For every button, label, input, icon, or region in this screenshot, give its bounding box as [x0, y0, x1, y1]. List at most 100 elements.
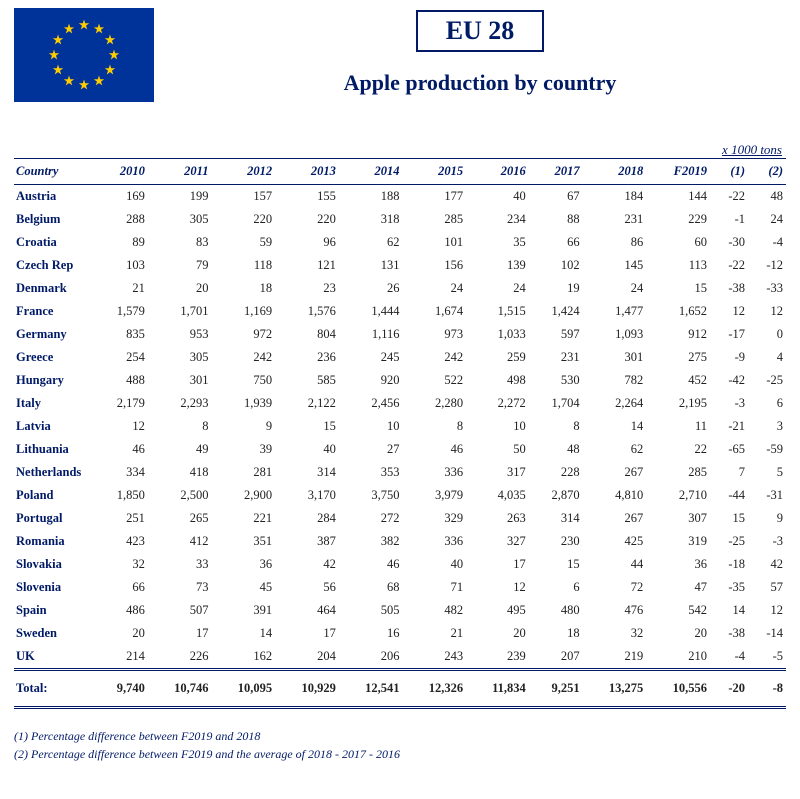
value-cell: 1,652 [646, 300, 710, 323]
value-cell: 24 [466, 277, 529, 300]
value-cell: 12 [710, 300, 748, 323]
value-cell: 301 [583, 346, 647, 369]
country-cell: Belgium [14, 208, 94, 231]
value-cell: 272 [339, 507, 403, 530]
value-cell: 7 [710, 461, 748, 484]
total-value: 9,740 [94, 670, 148, 708]
value-cell: 71 [403, 576, 467, 599]
value-cell: 12 [94, 415, 148, 438]
value-cell: 21 [94, 277, 148, 300]
value-cell: 425 [583, 530, 647, 553]
value-cell: 486 [94, 599, 148, 622]
value-cell: 2,195 [646, 392, 710, 415]
total-value: 10,746 [148, 670, 212, 708]
value-cell: 2,293 [148, 392, 212, 415]
value-cell: 585 [275, 369, 339, 392]
value-cell: 1,701 [148, 300, 212, 323]
value-cell: 2,900 [211, 484, 275, 507]
country-cell: Slovenia [14, 576, 94, 599]
value-cell: 314 [529, 507, 583, 530]
country-cell: Lithuania [14, 438, 94, 461]
value-cell: 45 [211, 576, 275, 599]
value-cell: 96 [275, 231, 339, 254]
table-row: Germany8359539728041,1169731,0335971,093… [14, 323, 786, 346]
value-cell: 162 [211, 645, 275, 670]
value-cell: 103 [94, 254, 148, 277]
country-cell: Portugal [14, 507, 94, 530]
value-cell: 32 [583, 622, 647, 645]
country-cell: UK [14, 645, 94, 670]
table-row: Poland1,8502,5002,9003,1703,7503,9794,03… [14, 484, 786, 507]
total-value: -8 [748, 670, 786, 708]
value-cell: 351 [211, 530, 275, 553]
total-label: Total: [14, 670, 94, 708]
value-cell: 46 [339, 553, 403, 576]
value-cell: 145 [583, 254, 647, 277]
value-cell: 267 [583, 507, 647, 530]
value-cell: 495 [466, 599, 529, 622]
value-cell: -38 [710, 277, 748, 300]
footnotes: (1) Percentage difference between F2019 … [14, 727, 786, 763]
value-cell: 301 [148, 369, 212, 392]
value-cell: 245 [339, 346, 403, 369]
value-cell: 412 [148, 530, 212, 553]
value-cell: 59 [211, 231, 275, 254]
eu-flag-icon [14, 8, 154, 102]
value-cell: 1,579 [94, 300, 148, 323]
column-header: 2014 [339, 159, 403, 185]
country-cell: France [14, 300, 94, 323]
value-cell: 229 [646, 208, 710, 231]
value-cell: 2,122 [275, 392, 339, 415]
table-row: Netherlands33441828131435333631722826728… [14, 461, 786, 484]
page-subtitle: Apple production by country [174, 70, 786, 96]
value-cell: 1,033 [466, 323, 529, 346]
value-cell: 505 [339, 599, 403, 622]
value-cell: -5 [748, 645, 786, 670]
value-cell: 953 [148, 323, 212, 346]
value-cell: 27 [339, 438, 403, 461]
value-cell: 40 [403, 553, 467, 576]
value-cell: 835 [94, 323, 148, 346]
value-cell: 204 [275, 645, 339, 670]
value-cell: -18 [710, 553, 748, 576]
value-cell: 18 [529, 622, 583, 645]
value-cell: 2,710 [646, 484, 710, 507]
value-cell: 46 [403, 438, 467, 461]
value-cell: 49 [148, 438, 212, 461]
column-header: 2017 [529, 159, 583, 185]
value-cell: 157 [211, 185, 275, 209]
value-cell: 50 [466, 438, 529, 461]
value-cell: 11 [646, 415, 710, 438]
value-cell: 4,810 [583, 484, 647, 507]
country-cell: Netherlands [14, 461, 94, 484]
value-cell: 1,674 [403, 300, 467, 323]
value-cell: 314 [275, 461, 339, 484]
table-row: Belgium28830522022031828523488231229-124 [14, 208, 786, 231]
value-cell: 86 [583, 231, 647, 254]
value-cell: 542 [646, 599, 710, 622]
value-cell: 36 [211, 553, 275, 576]
value-cell: 6 [748, 392, 786, 415]
value-cell: 14 [710, 599, 748, 622]
table-row: Greece254305242236245242259231301275-94 [14, 346, 786, 369]
value-cell: 23 [275, 277, 339, 300]
value-cell: 530 [529, 369, 583, 392]
value-cell: 20 [148, 277, 212, 300]
value-cell: 507 [148, 599, 212, 622]
value-cell: 391 [211, 599, 275, 622]
country-cell: Italy [14, 392, 94, 415]
value-cell: 9 [211, 415, 275, 438]
value-cell: 79 [148, 254, 212, 277]
value-cell: 20 [646, 622, 710, 645]
value-cell: 88 [529, 208, 583, 231]
value-cell: 452 [646, 369, 710, 392]
value-cell: 9 [748, 507, 786, 530]
value-cell: 39 [211, 438, 275, 461]
value-cell: 1,093 [583, 323, 647, 346]
value-cell: 973 [403, 323, 467, 346]
table-row: Austria1691991571551881774067184144-2248 [14, 185, 786, 209]
value-cell: 285 [646, 461, 710, 484]
value-cell: 522 [403, 369, 467, 392]
footnote-1: (1) Percentage difference between F2019 … [14, 727, 786, 745]
column-header: F2019 [646, 159, 710, 185]
